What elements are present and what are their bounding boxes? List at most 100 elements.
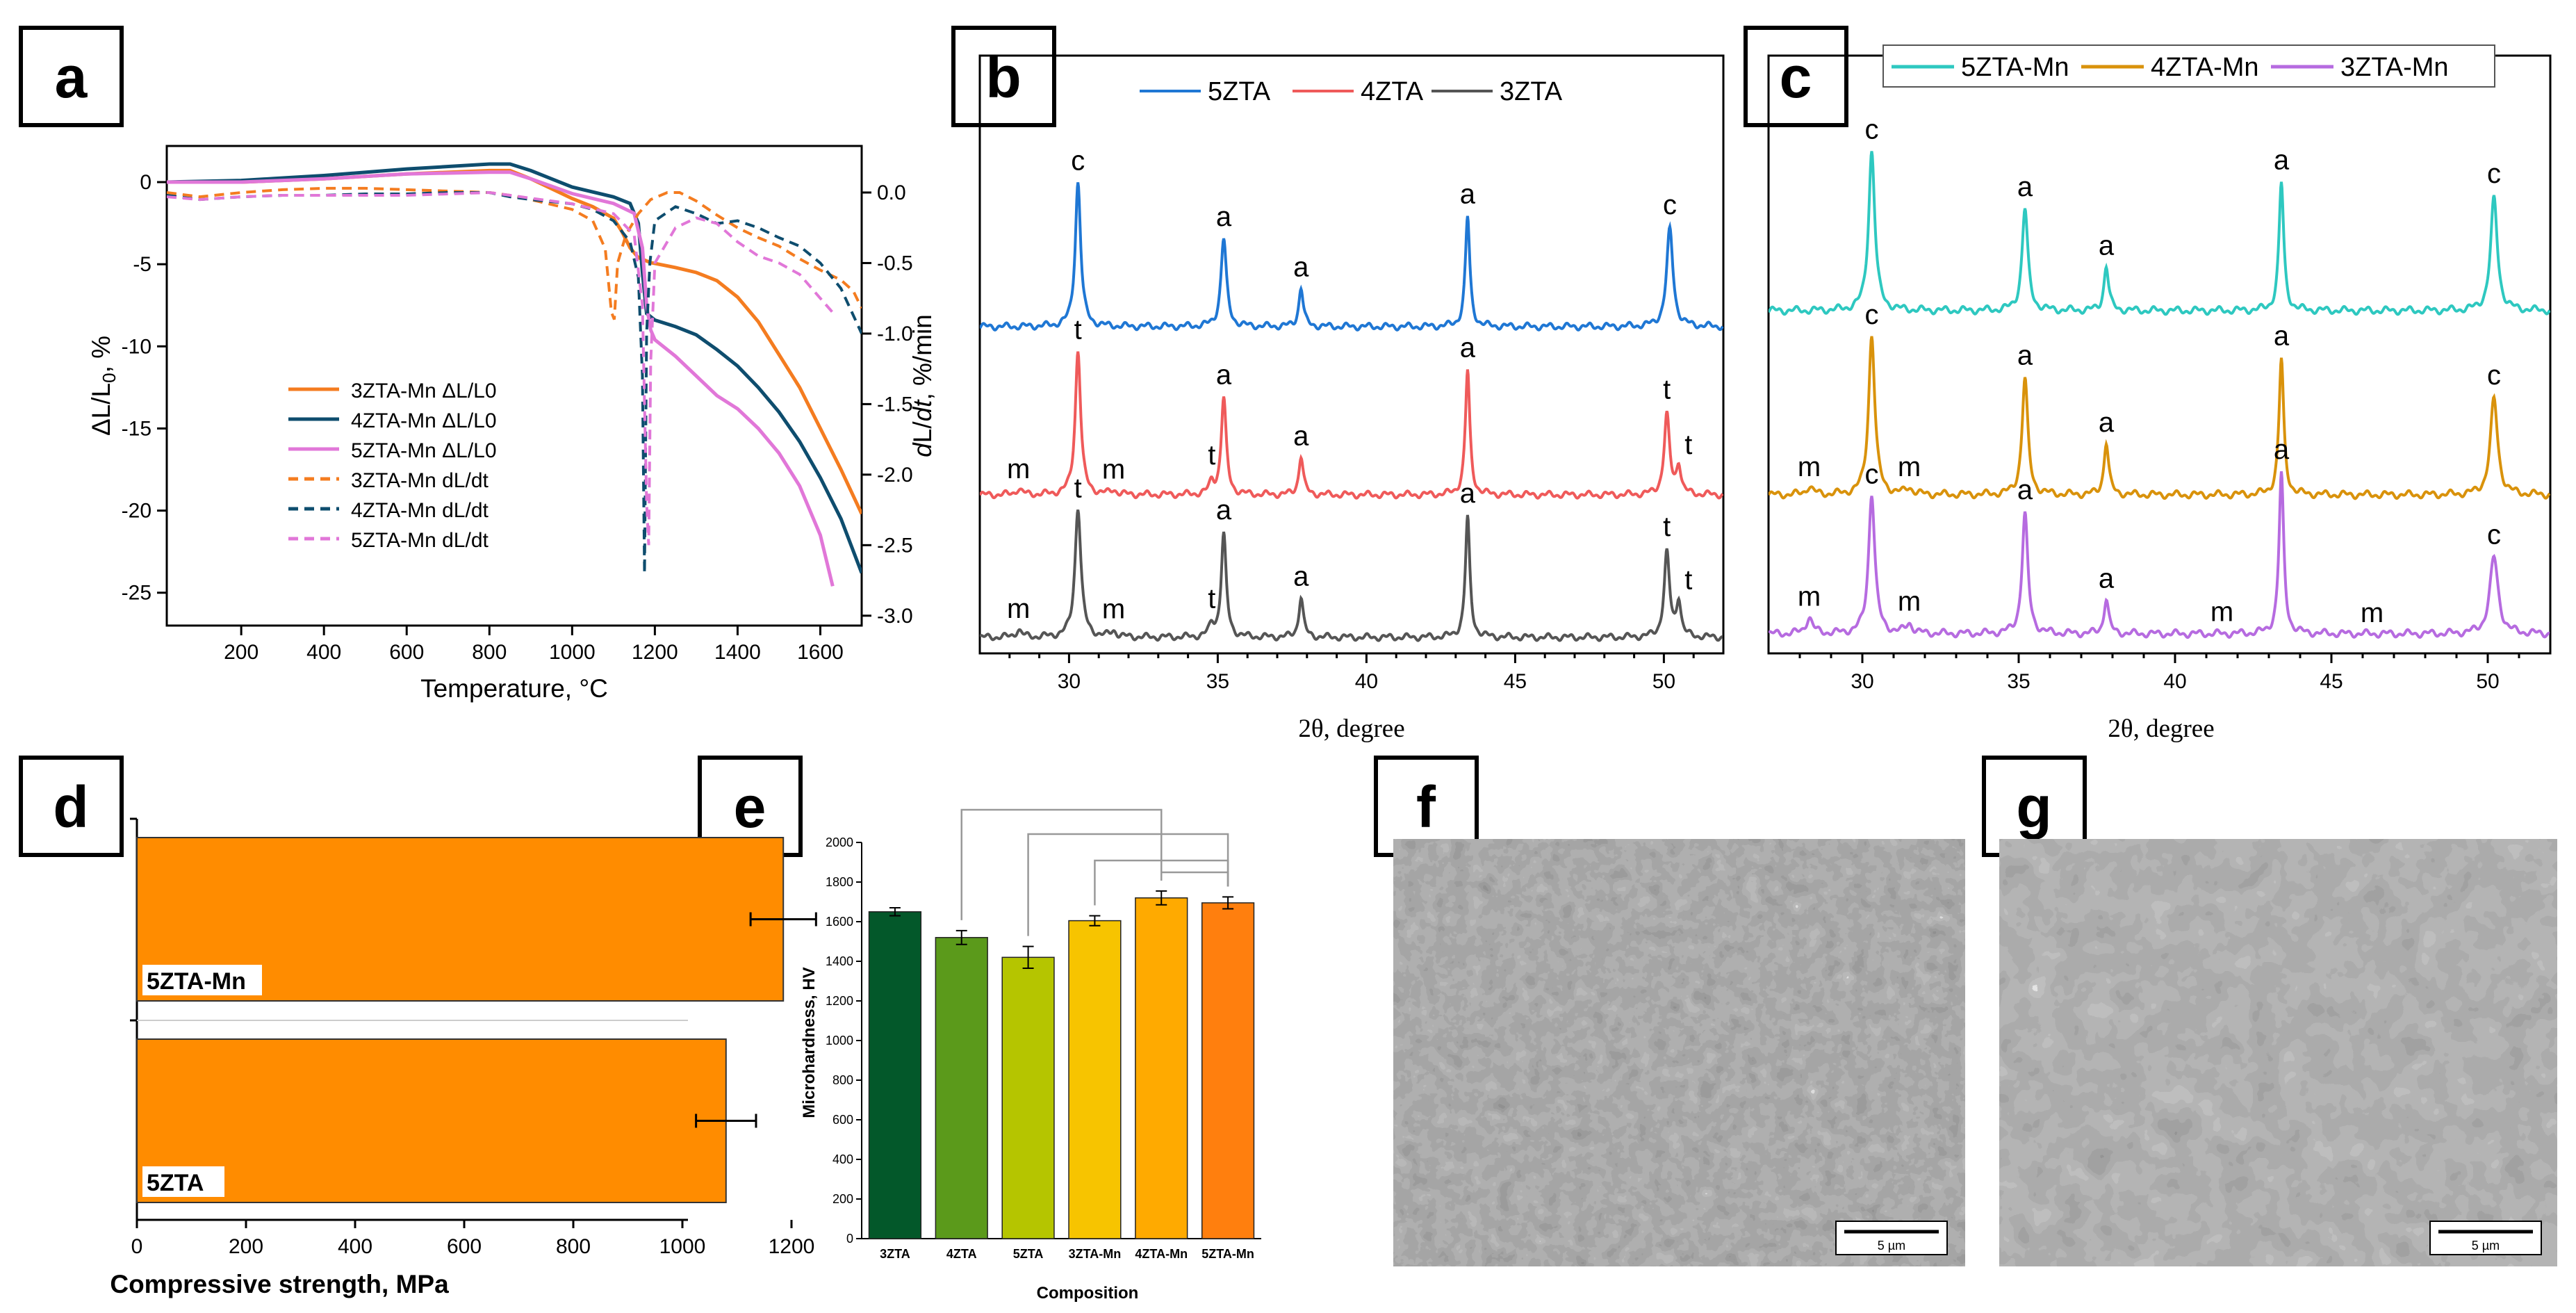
chart-e-significance-bracket — [960, 808, 1163, 920]
chart-b-legend-label: 4ZTA — [1361, 77, 1424, 106]
chart-c-pattern-2 — [1769, 336, 2550, 500]
chart-d-xtick-label: 600 — [447, 1235, 482, 1258]
chart-c-legend-label: 3ZTA-Mn — [2340, 53, 2449, 82]
chart-a-legend-label: 4ZTA-Mn dL/dt — [351, 499, 489, 522]
chart-a-ytick-right-label: 0.0 — [877, 181, 906, 204]
chart-a-dilatometry: 200 400 600 800 1000 1200 1400 1600 0 -5 -10 -15 -20… — [87, 145, 937, 703]
chart-c-peak-label: a — [2274, 321, 2290, 352]
chart-a-series-4 — [167, 186, 862, 320]
chart-e-ylabel: Microhardness, HV — [800, 967, 819, 1118]
svg-text:c: c — [1780, 44, 1812, 110]
chart-a-series-1 — [167, 168, 862, 515]
chart-a-legend-label: 5ZTA-Mn dL/dt — [351, 529, 489, 552]
chart-a-ytick-right-label: -2.0 — [877, 464, 913, 487]
chart-c-peak-label: m — [1898, 587, 1921, 617]
chart-b-peak-label: m — [1007, 594, 1030, 624]
chart-c-peak-label: m — [1798, 582, 1821, 612]
chart-c-peak-label: c — [2487, 519, 2501, 550]
chart-e-ytick-label: 1200 — [826, 994, 853, 1008]
chart-c-peak-label: a — [2017, 172, 2033, 202]
chart-b-peak-label: a — [1293, 252, 1309, 282]
chart-a-ytick-label: 0 — [140, 171, 151, 194]
svg-text:e: e — [734, 774, 766, 840]
chart-b-xtick-label: 40 — [1355, 670, 1378, 693]
scale-bar-box-f — [1835, 1221, 1948, 1255]
chart-c-xtick-label: 30 — [1851, 670, 1873, 693]
scale-bar-label-f: 5 µm — [1878, 1239, 1905, 1253]
chart-a-xtick-label: 1000 — [549, 641, 596, 664]
chart-c-peak-label: a — [2017, 475, 2033, 505]
chart-b-peak-label: a — [1216, 202, 1232, 232]
chart-a-ytick-right-label: -0.5 — [877, 252, 913, 275]
chart-b-xlabel: 2θ, degree — [1298, 715, 1404, 743]
chart-a-xtick-label: 1600 — [797, 641, 844, 664]
chart-b-legend-label: 5ZTA — [1208, 77, 1271, 106]
chart-a-ytick-right-label: -3.0 — [877, 605, 913, 628]
chart-c-legend-label: 5ZTA-Mn — [1961, 53, 2069, 82]
chart-b-peak-label: t — [1663, 512, 1671, 542]
panel-label-d: d — [19, 756, 124, 857]
chart-b-peak-label: c — [1071, 145, 1085, 176]
chart-b-peak-label: t — [1684, 565, 1692, 596]
chart-e-bar-4ZTA — [935, 937, 988, 1239]
chart-c-plot-frame — [1767, 54, 2552, 655]
chart-c-legend-label: 4ZTA-Mn — [2151, 53, 2259, 82]
chart-b-xtick-label: 50 — [1652, 670, 1675, 693]
chart-d-xtick-label: 1000 — [659, 1235, 706, 1258]
chart-b-pattern-2 — [980, 351, 1723, 500]
chart-c-peak-label: a — [2099, 407, 2115, 438]
chart-e-bar-4ZTA-Mn — [1135, 897, 1188, 1239]
chart-e-bar-3ZTA-Mn — [1068, 920, 1122, 1239]
chart-b-plot-frame — [978, 54, 1725, 655]
chart-c-legend-box — [1882, 44, 2495, 88]
chart-c-peak-label: c — [1865, 459, 1879, 489]
chart-e-xtick-label: 4ZTA-Mn — [1135, 1247, 1188, 1261]
chart-b-peak-label: t — [1074, 473, 1082, 503]
chart-a-xtick-label: 400 — [306, 641, 341, 664]
chart-b-xtick-label: 30 — [1058, 670, 1081, 693]
chart-b-peak-label: m — [1102, 454, 1125, 484]
chart-e-ytick-label: 1600 — [826, 915, 853, 929]
chart-a-ytick-right-label: -1.5 — [877, 393, 913, 416]
chart-a-legend-label: 4ZTA-Mn ΔL/L0 — [351, 409, 497, 432]
chart-c-xtick-label: 50 — [2476, 670, 2499, 693]
chart-e-xlabel: Composition — [1037, 1284, 1139, 1303]
chart-e-xtick-label: 5ZTA — [1013, 1247, 1044, 1261]
chart-a-series-6 — [167, 190, 834, 546]
chart-c-peak-label: a — [2099, 563, 2115, 594]
chart-d-category-label-box — [142, 965, 262, 995]
chart-c-peak-label: c — [1865, 300, 1879, 330]
chart-b-xtick-label: 35 — [1206, 670, 1229, 693]
chart-b-peak-label: m — [1007, 454, 1030, 484]
chart-b-peak-label: t — [1074, 315, 1082, 345]
chart-c-xlabel: 2θ, degree — [2108, 715, 2214, 743]
chart-e-ytick-label: 200 — [832, 1192, 853, 1206]
chart-c-pattern-3 — [1769, 471, 2550, 639]
svg-text:b: b — [985, 44, 1021, 110]
panel-label-a: a — [19, 26, 124, 127]
chart-c-peak-label: c — [2487, 158, 2501, 189]
scale-bar-label-g: 5 µm — [2472, 1239, 2500, 1253]
chart-a-ytick-label: -25 — [122, 582, 151, 605]
chart-e-bar-3ZTA — [868, 911, 922, 1239]
chart-d-category-label: 5ZTA — [147, 1170, 204, 1196]
chart-a-ytick-label: -15 — [122, 417, 151, 440]
chart-b-peak-label: a — [1216, 495, 1232, 525]
chart-c-peak-label: a — [2274, 145, 2290, 176]
chart-a-plot-frame — [165, 145, 863, 627]
chart-a-ytick-right-label: -2.5 — [877, 534, 913, 557]
chart-b-peak-label: t — [1208, 584, 1215, 614]
chart-c-peak-label: a — [2274, 434, 2290, 465]
chart-e-xtick-label: 3ZTA-Mn — [1069, 1247, 1122, 1261]
chart-e-xtick-label: 3ZTA — [880, 1247, 910, 1261]
chart-c-legend: 5ZTA-Mn 4ZTA-Mn 3ZTA-Mn — [1892, 53, 2449, 82]
chart-b-legend: 5ZTA 4ZTA 3ZTA — [1140, 77, 1563, 106]
chart-a-xtick-label: 1200 — [632, 641, 678, 664]
chart-e-significance-bracket — [1027, 833, 1229, 936]
chart-c-pattern-1 — [1769, 151, 2550, 316]
chart-c-peak-label: c — [2487, 360, 2501, 391]
chart-a-legend-label: 3ZTA-Mn dL/dt — [351, 469, 489, 492]
chart-a-ytick-label: -5 — [133, 253, 151, 276]
